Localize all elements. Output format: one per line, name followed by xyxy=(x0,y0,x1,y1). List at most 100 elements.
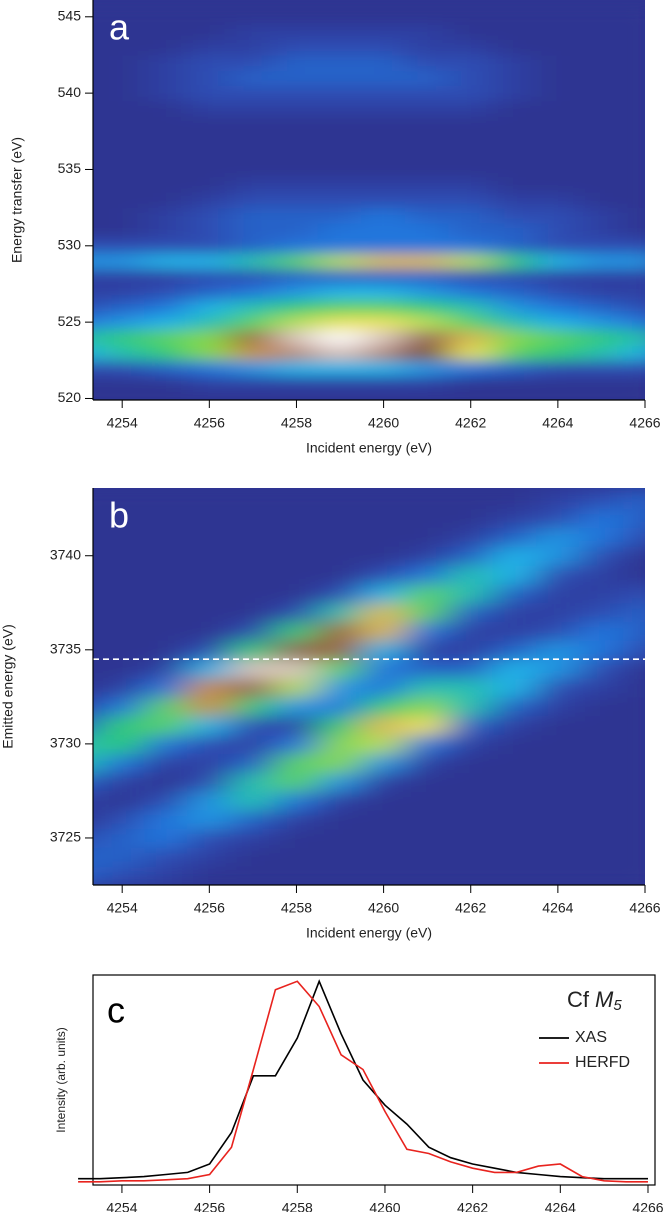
heatmap-cell xyxy=(143,846,189,867)
heatmap-cell xyxy=(361,314,406,331)
heatmap-cell xyxy=(187,176,232,193)
heatmap-cell xyxy=(93,527,101,547)
heatmap-cell xyxy=(99,115,145,132)
heatmap-cell xyxy=(93,146,101,163)
heatmap-cell xyxy=(317,329,363,346)
heatmap-cell xyxy=(361,207,406,224)
heatmap-cell xyxy=(230,69,276,86)
heatmap-cell xyxy=(492,639,537,660)
heatmap-cell xyxy=(448,100,494,117)
heatmap-cell xyxy=(579,545,624,566)
heatmap-cell xyxy=(230,222,276,239)
heatmap-cell xyxy=(622,23,645,41)
heatmap-cell xyxy=(361,375,406,392)
heatmap-cell xyxy=(535,8,581,25)
heatmap-cell xyxy=(404,252,450,270)
heatmap-cell xyxy=(492,314,537,331)
heatmap-cell xyxy=(492,191,537,209)
heatmap-cell xyxy=(99,8,145,25)
heatmap-cell xyxy=(317,283,363,300)
heatmap-cell xyxy=(361,100,406,117)
heatmap-cell xyxy=(274,84,319,102)
heatmap-cell xyxy=(230,237,276,254)
y-axis-label: Energy transfer (eV) xyxy=(9,137,25,263)
heatmap-cell xyxy=(230,527,276,547)
heatmap-cell xyxy=(361,508,406,529)
heatmap-cell xyxy=(143,252,189,270)
heatmap-cell xyxy=(187,54,232,71)
heatmap-cell xyxy=(361,298,406,316)
heatmap-cell xyxy=(230,639,276,660)
heatmap-cell xyxy=(274,115,319,132)
heatmap-cell xyxy=(274,191,319,209)
heatmap-cell xyxy=(93,130,101,148)
heatmap-cell xyxy=(317,146,363,163)
heatmap-cell xyxy=(317,39,363,56)
heatmap-cell xyxy=(622,639,645,660)
x-tick-label: 4254 xyxy=(107,900,138,916)
heatmap-cell xyxy=(448,790,494,811)
heatmap-cell xyxy=(317,207,363,224)
heatmap-cell xyxy=(361,237,406,254)
heatmap-cell xyxy=(535,100,581,117)
heatmap-cell xyxy=(99,865,145,885)
heatmap-cell xyxy=(93,828,101,848)
heatmap-cell xyxy=(187,828,232,848)
heatmap-cell xyxy=(93,176,101,193)
heatmap-cell xyxy=(361,84,406,102)
heatmap-cell xyxy=(492,100,537,117)
heatmap-cell xyxy=(622,237,645,254)
heatmap-cell xyxy=(274,283,319,300)
y-axis-label: Intensity (arb. units) xyxy=(54,1027,68,1132)
heatmap-cell xyxy=(143,696,189,717)
heatmap-cell xyxy=(622,314,645,331)
heatmap-cell xyxy=(230,602,276,623)
heatmap-cell xyxy=(143,658,189,679)
heatmap-cell xyxy=(492,222,537,239)
heatmap-cell xyxy=(274,489,319,510)
heatmap-cell xyxy=(230,752,276,773)
heatmap-cell xyxy=(579,771,624,792)
heatmap-cell xyxy=(622,84,645,102)
heatmap-cell xyxy=(317,176,363,193)
heatmap-cell xyxy=(535,715,581,735)
heatmap-cell xyxy=(622,846,645,867)
heatmap-cell xyxy=(99,489,145,510)
heatmap-cell xyxy=(492,846,537,867)
y-tick-label: 545 xyxy=(58,7,82,23)
heatmap-cell xyxy=(143,130,189,148)
heatmap-cell xyxy=(274,54,319,71)
heatmap-cell xyxy=(535,846,581,867)
heatmap-cell xyxy=(579,115,624,132)
heatmap-cell xyxy=(492,146,537,163)
heatmap-cell xyxy=(448,23,494,41)
heatmap-cell xyxy=(317,828,363,848)
heatmap-cell xyxy=(448,677,494,698)
heatmap-cell xyxy=(535,329,581,346)
heatmap-cell xyxy=(579,715,624,735)
heatmap-cell xyxy=(579,161,624,178)
heatmap-cell xyxy=(448,865,494,885)
heatmap-cell xyxy=(361,54,406,71)
heatmap-cell xyxy=(448,828,494,848)
heatmap-cell xyxy=(143,84,189,102)
heatmap-cell xyxy=(448,298,494,316)
heatmap-cell xyxy=(535,344,581,361)
heatmap-cell xyxy=(143,771,189,792)
heatmap-cell xyxy=(579,146,624,163)
heatmap-cell xyxy=(361,545,406,566)
heatmap-cell xyxy=(317,69,363,86)
heatmap-cell xyxy=(404,298,450,316)
heatmap-cell xyxy=(93,639,101,660)
heatmap-cell xyxy=(317,715,363,735)
heatmap-cell xyxy=(404,508,450,529)
heatmap-cell xyxy=(361,146,406,163)
heatmap-cell xyxy=(274,545,319,566)
heatmap-cell xyxy=(448,846,494,867)
heatmap-cell xyxy=(99,39,145,56)
x-tick-label: 4262 xyxy=(457,1200,488,1212)
heatmap-cell xyxy=(404,790,450,811)
heatmap-cell xyxy=(274,677,319,698)
heatmap-cell xyxy=(448,252,494,270)
heatmap-cell xyxy=(622,375,645,392)
